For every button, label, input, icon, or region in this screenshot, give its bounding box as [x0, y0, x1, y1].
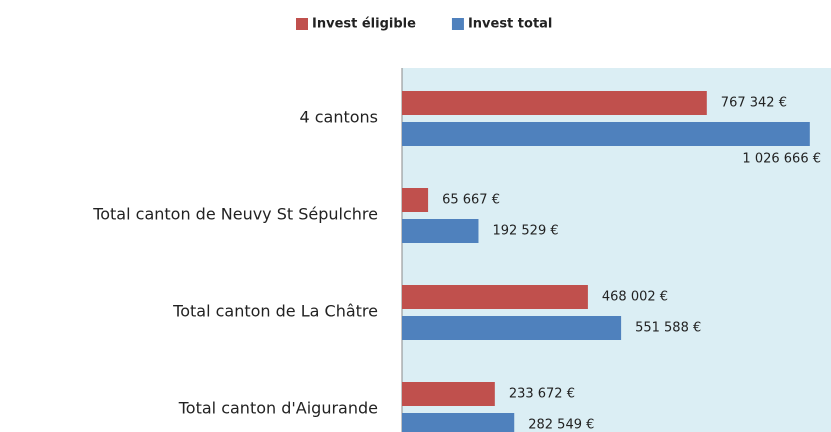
bar — [402, 91, 707, 115]
bar — [402, 316, 622, 340]
bar — [402, 219, 479, 243]
category-label: Total canton de La Châtre — [172, 302, 378, 321]
category-label: 4 cantons — [299, 108, 378, 127]
bar — [402, 285, 588, 309]
legend-label: Invest éligible — [312, 17, 416, 32]
category-label: Total canton de Neuvy St Sépulchre — [92, 205, 378, 224]
bar — [402, 188, 429, 212]
value-label: 65 667 € — [442, 193, 500, 208]
value-label: 468 002 € — [602, 290, 668, 305]
legend-swatch — [296, 18, 308, 30]
value-label: 282 549 € — [528, 418, 594, 432]
value-label: 192 529 € — [492, 224, 558, 239]
bar — [402, 382, 495, 406]
bar — [402, 413, 515, 432]
value-label: 1 026 666 € — [742, 152, 821, 167]
category-label: Total canton d'Aigurande — [178, 399, 378, 418]
bar — [402, 122, 810, 146]
legend-swatch — [451, 18, 464, 30]
value-label: 551 588 € — [635, 321, 701, 336]
value-label: 233 672 € — [509, 387, 575, 402]
legend-label: Invest total — [468, 17, 552, 32]
value-label: 767 342 € — [721, 96, 787, 111]
